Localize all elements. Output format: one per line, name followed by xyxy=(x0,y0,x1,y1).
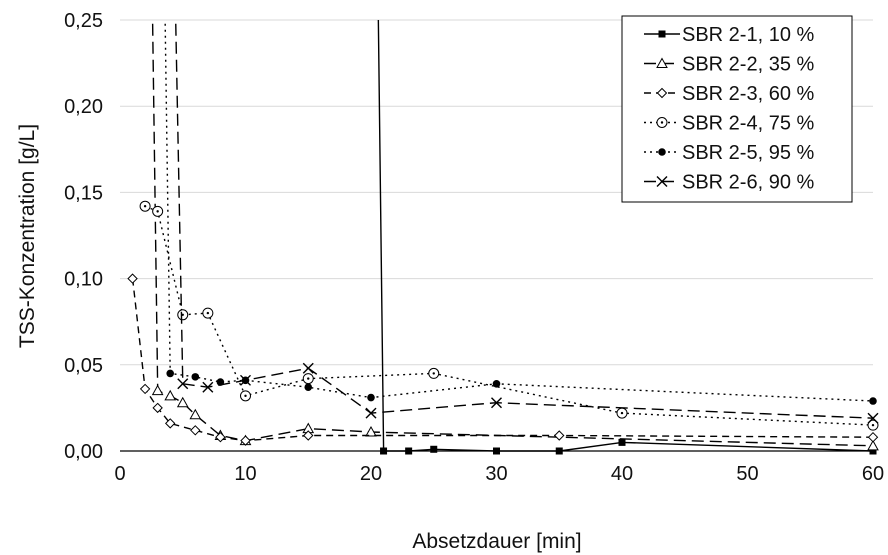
data-point xyxy=(302,373,314,385)
legend-label: SBR 2-5, 95 % xyxy=(682,142,815,164)
legend-marker xyxy=(656,87,668,99)
data-point xyxy=(304,383,313,392)
series-line xyxy=(164,20,874,402)
data-point xyxy=(152,402,163,414)
data-point xyxy=(867,412,879,424)
data-point xyxy=(191,373,200,381)
y-tick-labels: 0,00 0,05 0,10 0,15 0,20 0,25 xyxy=(64,10,103,463)
data-point xyxy=(367,393,375,402)
data-point xyxy=(189,408,202,420)
y-tick-label: 0,00 xyxy=(64,441,103,463)
data-point xyxy=(151,384,164,396)
data-point xyxy=(139,383,151,395)
legend-item: SBR 2-2, 35 % xyxy=(644,54,815,76)
data-point xyxy=(240,435,251,446)
data-point xyxy=(867,419,879,431)
data-point xyxy=(127,273,138,284)
y-tick-label: 0,15 xyxy=(64,182,103,204)
data-point xyxy=(869,447,877,455)
legend-label: SBR 2-1, 10 % xyxy=(682,24,815,46)
data-point xyxy=(616,407,628,419)
legend-label: SBR 2-4, 75 % xyxy=(682,113,815,135)
data-point xyxy=(240,374,251,386)
x-tick-labels: 0 10 20 30 40 50 60 xyxy=(114,463,884,485)
y-axis-label: TSS-Konzentration [g/L] xyxy=(16,124,39,348)
x-axis-label: Absetzdauer [min] xyxy=(412,530,581,553)
series-line xyxy=(174,20,874,419)
data-point xyxy=(380,447,388,455)
legend-item: SBR 2-6, 90 % xyxy=(644,172,815,194)
data-point xyxy=(240,390,251,402)
x-tick-label: 0 xyxy=(114,463,125,485)
series-group xyxy=(127,20,879,455)
legend-item: SBR 2-5, 95 % xyxy=(644,142,815,164)
data-point xyxy=(365,407,377,419)
series-4 xyxy=(139,200,879,431)
legend-marker xyxy=(656,57,668,68)
data-point xyxy=(215,432,226,443)
data-point xyxy=(869,397,877,405)
data-point xyxy=(493,447,500,455)
x-tick-label: 20 xyxy=(360,463,382,485)
data-point xyxy=(164,389,177,401)
x-tick-label: 60 xyxy=(862,463,884,485)
data-point xyxy=(176,396,189,408)
data-point xyxy=(405,447,413,455)
data-point xyxy=(555,447,563,455)
x-tick-label: 10 xyxy=(234,463,256,485)
data-point xyxy=(430,445,438,453)
data-point xyxy=(428,367,440,379)
data-point xyxy=(492,379,501,388)
data-point xyxy=(139,200,151,212)
legend-item: SBR 2-3, 60 % xyxy=(644,83,815,105)
series-3 xyxy=(127,273,879,446)
x-tick-label: 40 xyxy=(611,463,633,485)
legend-marker xyxy=(658,148,666,156)
legend-box xyxy=(621,15,853,203)
legend-marker xyxy=(656,117,668,128)
series-2 xyxy=(151,20,879,451)
data-point xyxy=(152,205,164,217)
legend-item: SBR 2-4, 75 % xyxy=(644,113,815,135)
data-point xyxy=(202,381,214,393)
data-point xyxy=(164,418,176,429)
data-point xyxy=(867,432,879,443)
legend-marker xyxy=(656,176,668,187)
legend-label: SBR 2-3, 60 % xyxy=(682,83,815,105)
data-point xyxy=(303,430,314,441)
series-line xyxy=(377,20,874,452)
data-point xyxy=(554,430,565,441)
data-point xyxy=(177,309,189,321)
legend-marker xyxy=(658,30,666,38)
series-line xyxy=(151,20,874,447)
series-line xyxy=(144,205,874,426)
data-point xyxy=(190,425,201,436)
y-tick-label: 0,10 xyxy=(64,269,103,291)
data-point xyxy=(491,397,502,409)
y-tick-label: 0,25 xyxy=(64,10,103,32)
data-point xyxy=(177,378,189,390)
series-1 xyxy=(377,20,877,455)
data-point xyxy=(302,362,314,374)
series-line xyxy=(131,278,874,442)
y-tick-label: 0,05 xyxy=(64,355,103,377)
legend: SBR 2-1, 10 % SBR 2-2, 35 % SBR 2-3, 60 % S… xyxy=(621,15,853,203)
series-6 xyxy=(174,20,879,424)
data-point xyxy=(365,426,377,437)
data-point xyxy=(202,307,214,319)
data-point xyxy=(166,369,174,378)
legend-label: SBR 2-2, 35 % xyxy=(682,54,815,76)
x-tick-label: 50 xyxy=(736,463,758,485)
y-tick-label: 0,20 xyxy=(64,96,103,118)
legend-label: SBR 2-6, 90 % xyxy=(682,172,815,194)
data-point xyxy=(867,439,879,451)
legend-item: SBR 2-1, 10 % xyxy=(644,24,815,46)
data-point xyxy=(618,438,626,446)
x-tick-label: 30 xyxy=(485,463,507,485)
